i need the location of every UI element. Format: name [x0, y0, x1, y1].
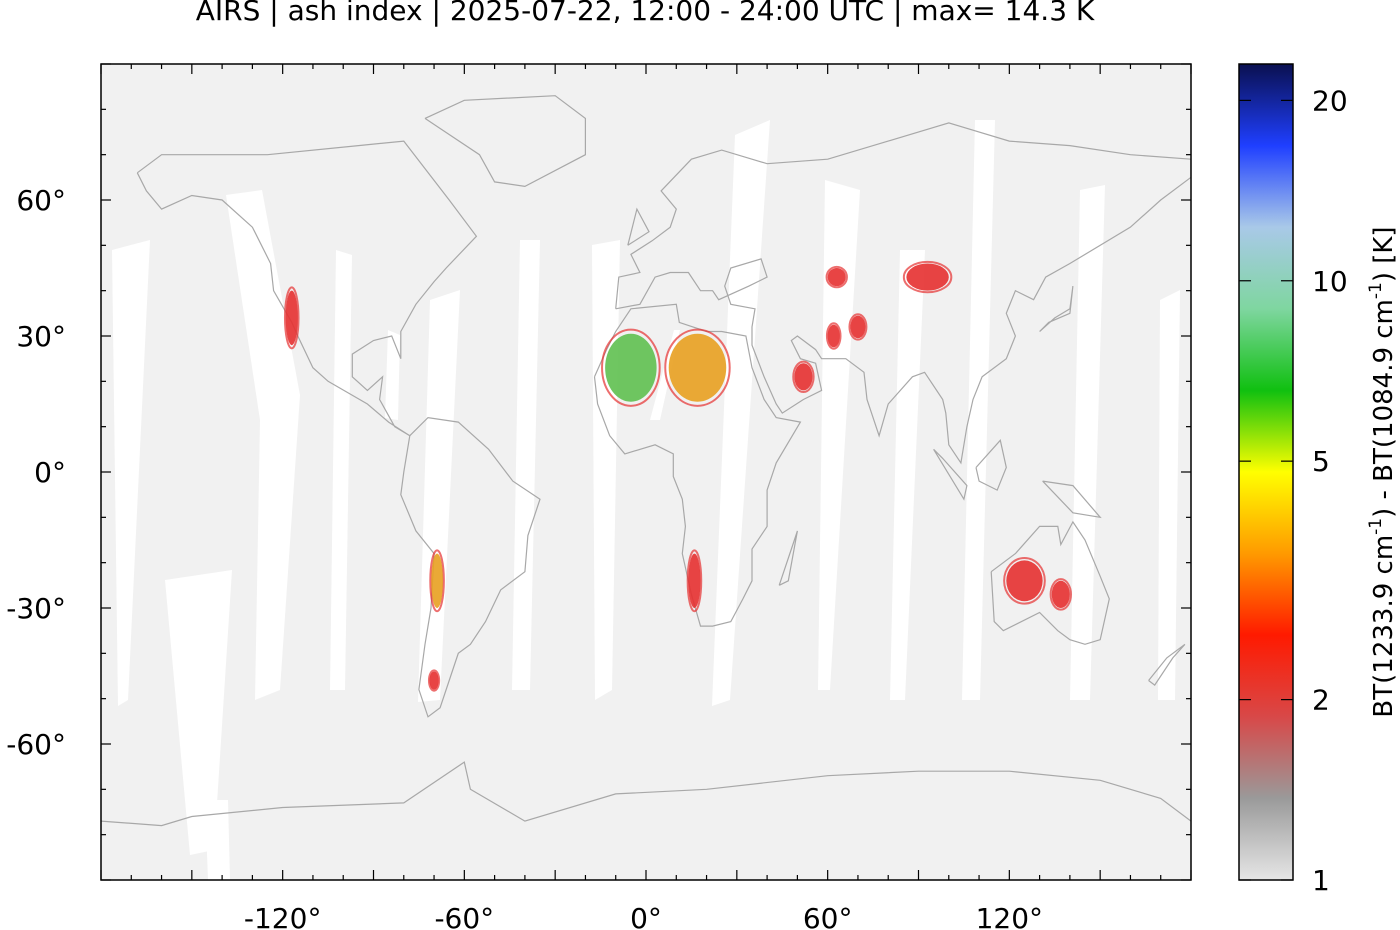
colorbar-title: BT(1233.9 cm-1) - BT(1084.9 cm-1) [K] [1366, 226, 1399, 717]
ash-signal-edge [283, 286, 300, 350]
x-tick-label: -120° [244, 902, 322, 930]
ash-signal-sahara-east [668, 333, 727, 402]
ash-signal-western-north-america [285, 290, 298, 346]
ash-signal-mongolia-gobi [906, 263, 949, 291]
ash-signal-edge [1003, 556, 1046, 605]
ash-signal-edge [601, 328, 661, 407]
colorbar-tick-label: 5 [1312, 445, 1330, 478]
ash-signal-edge [686, 549, 703, 613]
colorbar-tick-label: 2 [1312, 684, 1330, 717]
ash-signal-edge [664, 328, 731, 407]
ash-signal-arabia [794, 363, 813, 391]
map-plot-area [101, 64, 1191, 880]
ash-signal-edge [429, 549, 445, 613]
colorbar: 1 2 5 10 20 BT(1233.9 cm-1) - BT(1084.9 cm-1… [1238, 63, 1399, 897]
ash-signal-edge [427, 669, 441, 692]
coastline [1148, 643, 1186, 686]
coastline [101, 761, 1191, 827]
y-axis: 60° 30° 0° -30° -60° [6, 63, 1191, 881]
coastline [933, 448, 968, 501]
x-tick-label: 60° [803, 902, 853, 930]
coastline [778, 530, 798, 586]
coastline [627, 207, 650, 246]
coastline [424, 95, 586, 188]
x-tick-label: 0° [630, 902, 662, 930]
ash-signal-atacama [431, 553, 444, 608]
swath-gaps [112, 120, 1180, 880]
coastline [400, 416, 541, 718]
y-tick-label: 60° [16, 184, 66, 217]
swath-gap [418, 290, 460, 702]
ash-signal-pakistan [850, 315, 866, 339]
ash-signal-australia-west [1006, 560, 1043, 602]
swath-gap [890, 250, 925, 700]
ash-signal-sahara-west [605, 333, 657, 402]
swath-gap [205, 800, 230, 880]
swath-gap [512, 240, 540, 690]
ash-signal-central-asia [827, 268, 846, 287]
ash-signal-iran [827, 324, 840, 348]
y-tick-label: -60° [6, 728, 66, 761]
ash-signal-edge [902, 260, 953, 294]
x-axis: -120° -60° 0° 60° 120° [100, 64, 1192, 930]
coastline [136, 140, 478, 437]
y-tick-label: -30° [6, 592, 66, 625]
y-tick-label: 30° [16, 320, 66, 353]
ash-signal-edge [792, 360, 815, 394]
swath-gap [712, 120, 770, 706]
colorbar-gradient [1238, 63, 1294, 881]
ash-signal-edge [825, 265, 848, 289]
swath-gap [818, 180, 860, 690]
coastline [593, 303, 802, 627]
ash-signal-patagonia [429, 671, 439, 690]
ash-index-layer [283, 260, 1072, 692]
swath-gap [165, 570, 232, 855]
y-tick-label: 0° [34, 456, 66, 489]
colorbar-tick-label: 1 [1312, 864, 1330, 897]
ash-signal-australia-east [1051, 580, 1070, 609]
swath-gap [385, 330, 400, 420]
ash-signal-edge [1049, 578, 1072, 611]
map-title: AIRS | ash index | 2025-07-22, 12:00 - 2… [195, 0, 1095, 27]
colorbar-tick-label: 20 [1312, 84, 1348, 117]
colorbar-tick-label: 10 [1312, 265, 1348, 298]
coastline [1039, 286, 1074, 332]
swath-gap [1158, 290, 1180, 700]
coastline [975, 439, 1007, 491]
coastline [615, 122, 1191, 465]
x-tick-label: 120° [976, 902, 1043, 930]
coastlines [101, 95, 1191, 827]
coastline [990, 520, 1110, 645]
ash-signal-edge [848, 313, 868, 341]
ash-signal-edge [825, 322, 842, 350]
swath-gap [112, 240, 150, 706]
swath-gap [962, 120, 995, 700]
ash-signal-namibia [688, 553, 701, 608]
coastline [1042, 480, 1102, 519]
x-tick-label: -60° [434, 902, 494, 930]
swath-gap [226, 190, 300, 700]
colorbar-ticks: 1 2 5 10 20 [1239, 84, 1348, 897]
swath-gap [1070, 185, 1105, 700]
swath-gap [330, 250, 352, 690]
